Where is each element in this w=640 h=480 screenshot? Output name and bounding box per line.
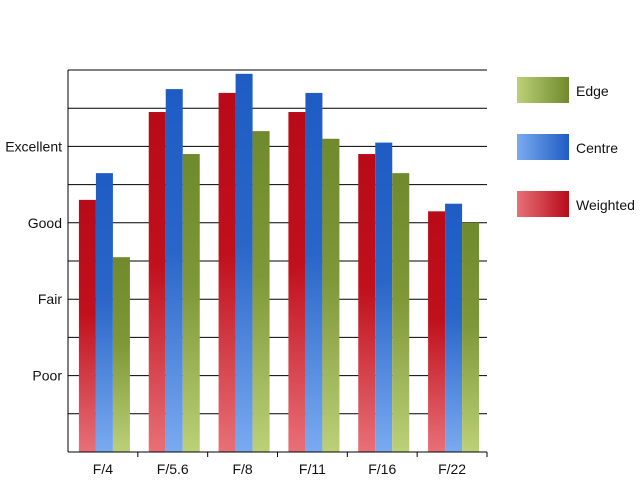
axes (67, 70, 488, 457)
bar-centre-f8 (235, 73, 253, 452)
bar-centre-f16 (375, 142, 393, 452)
bar-edge-f11 (322, 138, 340, 452)
bar-centre-f22 (445, 203, 463, 452)
y-tick-label: Poor (32, 368, 62, 384)
legend-item-centre: Centre (517, 134, 618, 160)
legend-swatch (517, 77, 569, 103)
bar-weighted-f56 (148, 112, 166, 453)
legend-swatch (517, 191, 569, 217)
x-tick-label: F/22 (438, 461, 466, 477)
legend-swatch (517, 134, 569, 160)
bar-centre-f11 (305, 92, 323, 453)
y-tick-label: Good (28, 215, 62, 231)
bar-weighted-f22 (428, 211, 446, 452)
x-tick-label: F/4 (93, 461, 113, 477)
bar-centre-f56 (165, 89, 183, 452)
x-tick-label: F/16 (368, 461, 396, 477)
bar-edge-f8 (252, 131, 270, 452)
bar-weighted-f16 (358, 154, 376, 453)
bar-edge-f4 (112, 257, 130, 452)
x-tick-label: F/11 (299, 461, 326, 477)
legend-label: Weighted (576, 197, 635, 213)
legend-label: Edge (576, 83, 609, 99)
legend-label: Centre (576, 140, 618, 156)
y-tick-label: Fair (38, 291, 62, 307)
bar-weighted-f11 (288, 112, 306, 453)
legend: Edge Centre Weighted (517, 77, 635, 217)
bar-centre-f4 (95, 173, 113, 452)
bars (78, 73, 480, 453)
grid-lines (68, 69, 487, 415)
bar-weighted-f8 (218, 92, 236, 453)
bar-weighted-f4 (78, 199, 96, 452)
legend-item-edge: Edge (517, 77, 609, 103)
bar-edge-f56 (182, 154, 200, 453)
bar-edge-f16 (392, 173, 410, 452)
tick-labels: F/4 F/5.6 F/8 F/11 F/16 F/22 Poor Fair Good Excel… (5, 138, 466, 477)
legend-item-weighted: Weighted (517, 191, 635, 217)
x-tick-label: F/5.6 (157, 461, 189, 477)
x-tick-label: F/8 (232, 461, 252, 477)
bar-edge-f22 (462, 222, 480, 452)
y-tick-label: Excellent (5, 138, 62, 154)
